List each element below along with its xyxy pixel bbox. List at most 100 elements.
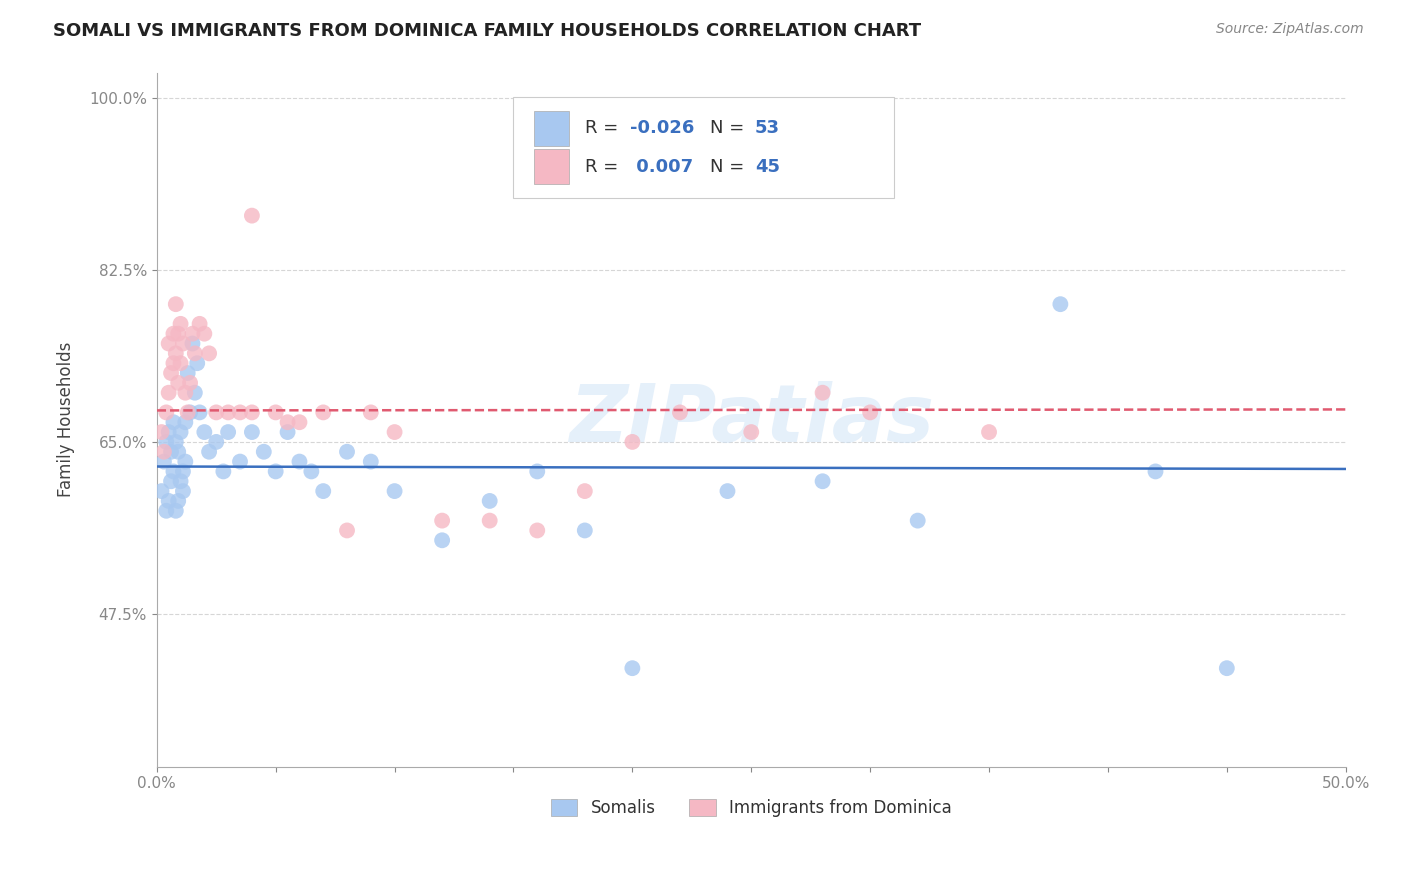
- Point: [174, 385, 197, 400]
- Point: [153, 454, 176, 468]
- Point: [165, 504, 187, 518]
- Point: [155, 504, 177, 518]
- Point: [526, 524, 548, 538]
- Text: -0.026: -0.026: [630, 120, 695, 137]
- Point: [160, 475, 183, 489]
- Point: [181, 326, 204, 341]
- Bar: [534, 112, 569, 145]
- Point: [157, 425, 180, 439]
- Point: [167, 444, 190, 458]
- Point: [288, 454, 311, 468]
- Point: [264, 464, 287, 478]
- Point: [172, 464, 194, 478]
- Point: [167, 494, 190, 508]
- Point: [167, 376, 190, 390]
- Point: [188, 405, 211, 419]
- Point: [621, 661, 644, 675]
- Point: [811, 385, 834, 400]
- Point: [162, 326, 184, 341]
- Point: [179, 405, 201, 419]
- Point: [288, 415, 311, 429]
- Text: Source: ZipAtlas.com: Source: ZipAtlas.com: [1216, 22, 1364, 37]
- Point: [336, 444, 359, 458]
- Point: [198, 346, 221, 360]
- Point: [205, 434, 228, 449]
- Point: [162, 415, 184, 429]
- Point: [384, 425, 406, 439]
- Point: [177, 366, 200, 380]
- Text: 53: 53: [755, 120, 780, 137]
- Point: [740, 425, 762, 439]
- Point: [277, 425, 299, 439]
- Point: [160, 444, 183, 458]
- Point: [205, 405, 228, 419]
- Point: [669, 405, 692, 419]
- Point: [1216, 661, 1239, 675]
- Point: [212, 464, 235, 478]
- Point: [150, 484, 173, 499]
- Point: [184, 385, 207, 400]
- Point: [188, 317, 211, 331]
- Y-axis label: Family Households: Family Households: [58, 343, 75, 498]
- Bar: [534, 149, 569, 184]
- Text: R =: R =: [585, 120, 624, 137]
- Point: [621, 434, 644, 449]
- Point: [478, 514, 501, 528]
- Point: [165, 297, 187, 311]
- Point: [574, 484, 596, 499]
- Point: [430, 514, 453, 528]
- Point: [174, 415, 197, 429]
- Point: [253, 444, 276, 458]
- Point: [526, 464, 548, 478]
- Text: ZIPatlas: ZIPatlas: [569, 381, 934, 458]
- Point: [217, 425, 239, 439]
- Point: [162, 464, 184, 478]
- Point: [229, 405, 252, 419]
- Point: [217, 405, 239, 419]
- Point: [157, 494, 180, 508]
- Point: [165, 434, 187, 449]
- Point: [184, 346, 207, 360]
- Legend: Somalis, Immigrants from Dominica: Somalis, Immigrants from Dominica: [544, 793, 959, 824]
- Point: [198, 444, 221, 458]
- Point: [240, 209, 263, 223]
- Point: [312, 484, 335, 499]
- Point: [240, 405, 263, 419]
- Text: N =: N =: [710, 120, 749, 137]
- Point: [160, 366, 183, 380]
- Point: [1049, 297, 1071, 311]
- Point: [177, 405, 200, 419]
- Point: [150, 425, 173, 439]
- Point: [193, 425, 215, 439]
- Point: [299, 464, 322, 478]
- Text: 0.007: 0.007: [630, 158, 693, 176]
- Point: [153, 444, 176, 458]
- Point: [859, 405, 882, 419]
- Point: [277, 415, 299, 429]
- Point: [977, 425, 1000, 439]
- FancyBboxPatch shape: [513, 97, 894, 198]
- Text: 45: 45: [755, 158, 780, 176]
- Point: [240, 425, 263, 439]
- Point: [229, 454, 252, 468]
- Point: [169, 425, 191, 439]
- Point: [907, 514, 929, 528]
- Point: [574, 524, 596, 538]
- Point: [384, 484, 406, 499]
- Point: [165, 346, 187, 360]
- Point: [811, 475, 834, 489]
- Point: [169, 475, 191, 489]
- Point: [169, 317, 191, 331]
- Point: [155, 405, 177, 419]
- Point: [169, 356, 191, 370]
- Text: N =: N =: [710, 158, 749, 176]
- Point: [430, 533, 453, 548]
- Point: [360, 454, 382, 468]
- Point: [193, 326, 215, 341]
- Point: [186, 356, 208, 370]
- Point: [336, 524, 359, 538]
- Point: [174, 454, 197, 468]
- Point: [478, 494, 501, 508]
- Point: [179, 376, 201, 390]
- Point: [157, 385, 180, 400]
